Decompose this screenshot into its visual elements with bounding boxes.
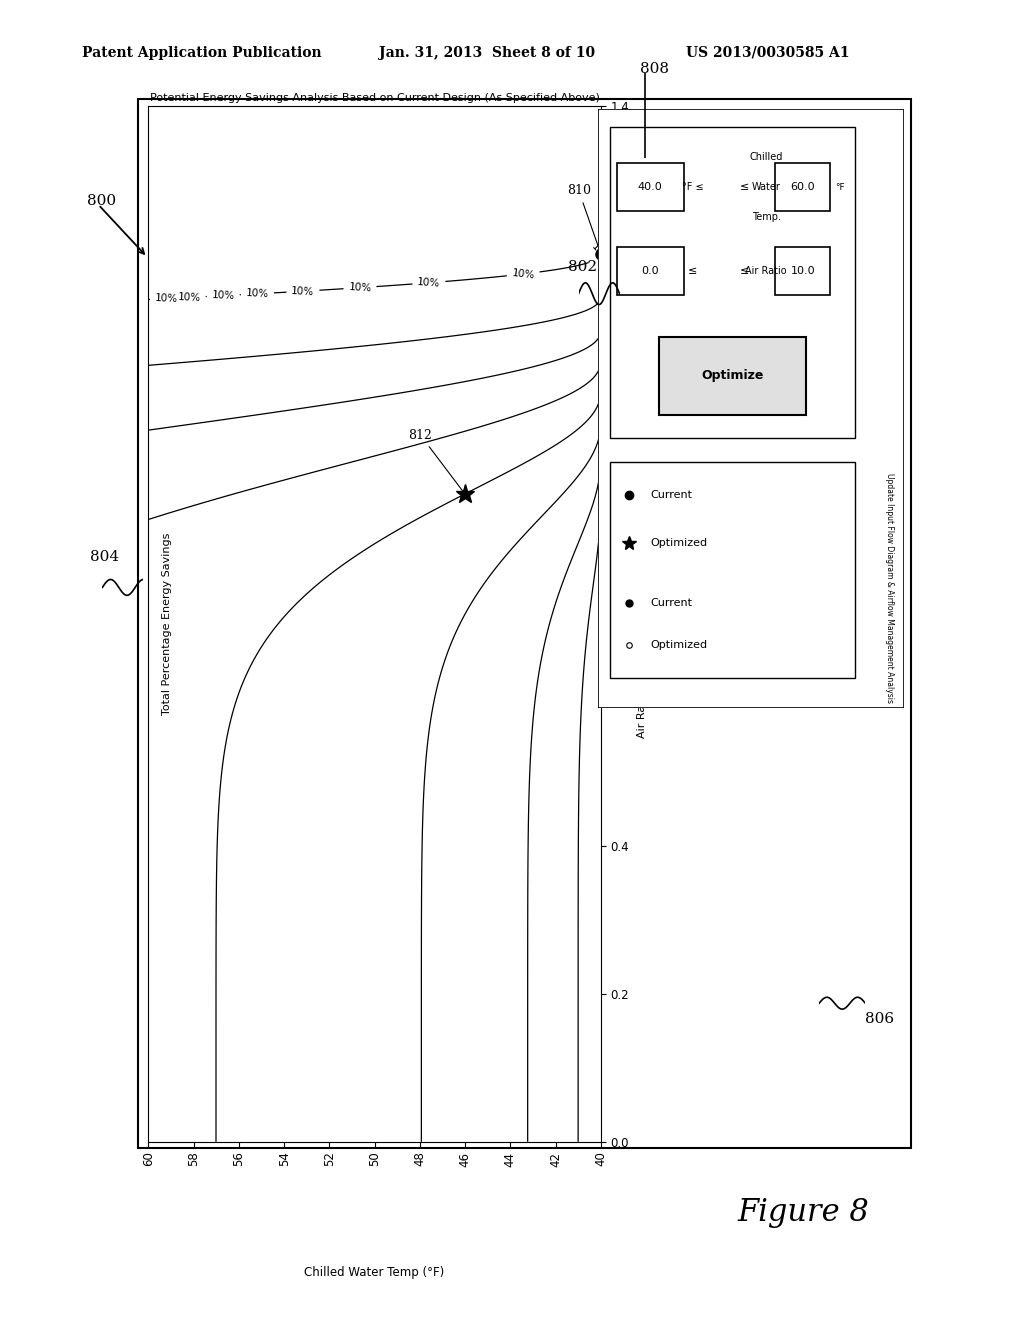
Text: 0.0: 0.0: [641, 267, 659, 276]
Text: 812: 812: [409, 429, 464, 492]
Text: ≤: ≤: [740, 267, 750, 276]
Text: Water: Water: [752, 182, 780, 193]
Text: 10%: 10%: [291, 285, 314, 297]
Text: Optimized: Optimized: [650, 539, 708, 548]
Bar: [775, 247, 830, 294]
Text: Update Input Flow Diagram & Airflow Management Analysis: Update Input Flow Diagram & Airflow Mana…: [886, 473, 895, 704]
Text: Current: Current: [650, 490, 692, 500]
Text: 10%: 10%: [155, 293, 178, 304]
Text: ≤: ≤: [688, 267, 697, 276]
Bar: [659, 337, 806, 414]
Bar: [616, 247, 684, 294]
Text: 800: 800: [87, 194, 116, 207]
Text: 806: 806: [865, 1012, 894, 1026]
Text: 808: 808: [640, 62, 669, 75]
Text: Air Ratio: Air Ratio: [745, 267, 787, 276]
Text: 810: 810: [567, 185, 600, 251]
Text: Temp.: Temp.: [752, 213, 780, 222]
Text: Current: Current: [650, 598, 692, 609]
Text: Patent Application Publication: Patent Application Publication: [82, 46, 322, 59]
Y-axis label: Air Ratio (Ratio of Cooler to Load Airflow): Air Ratio (Ratio of Cooler to Load Airfl…: [636, 510, 646, 738]
Text: ≤: ≤: [740, 182, 750, 193]
Text: 10%: 10%: [417, 277, 440, 289]
Text: Optimized: Optimized: [650, 640, 708, 649]
Bar: [616, 164, 684, 211]
Text: 40.0: 40.0: [638, 182, 663, 193]
Bar: [610, 128, 855, 438]
Bar: [610, 462, 855, 677]
Text: Total Percentage Energy Savings: Total Percentage Energy Savings: [162, 532, 172, 715]
Text: Figure 8: Figure 8: [737, 1197, 869, 1228]
Text: 10%: 10%: [348, 282, 372, 293]
Title: Potential Energy Savings Analysis Based on Current Design (As Specified Above): Potential Energy Savings Analysis Based …: [150, 94, 600, 103]
Text: Jan. 31, 2013  Sheet 8 of 10: Jan. 31, 2013 Sheet 8 of 10: [379, 46, 595, 59]
Text: 10%: 10%: [511, 268, 536, 280]
Text: 10%: 10%: [177, 292, 201, 304]
Text: 804: 804: [90, 550, 119, 564]
Text: 10%: 10%: [589, 242, 612, 265]
Bar: [775, 164, 830, 211]
Text: 10%: 10%: [246, 288, 269, 300]
Text: °F: °F: [835, 182, 845, 191]
Text: 10%: 10%: [212, 290, 234, 301]
Text: 60.0: 60.0: [791, 182, 815, 193]
Text: °F ≤: °F ≤: [682, 182, 703, 193]
Text: 10.0: 10.0: [791, 267, 815, 276]
Text: US 2013/0030585 A1: US 2013/0030585 A1: [686, 46, 850, 59]
X-axis label: Chilled Water Temp (°F): Chilled Water Temp (°F): [304, 1266, 444, 1279]
Text: Optimize: Optimize: [701, 370, 764, 383]
Text: Chilled: Chilled: [750, 152, 783, 162]
Text: 802: 802: [568, 260, 597, 273]
